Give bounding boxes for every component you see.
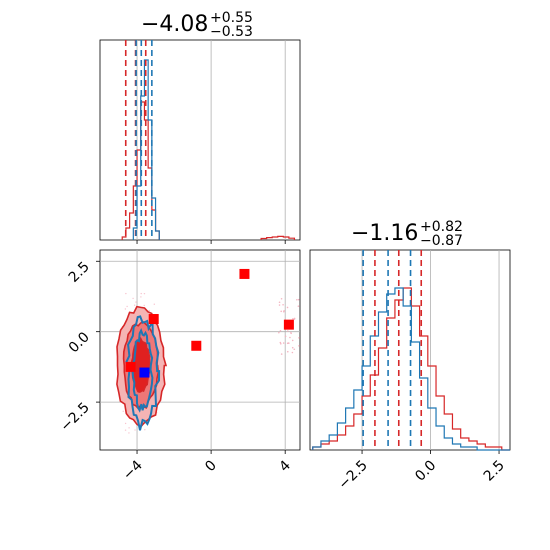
p21-sample-point <box>140 296 142 298</box>
p21-marker <box>125 361 136 372</box>
p21-sample-point <box>282 310 285 313</box>
p21-sample-point <box>122 410 124 413</box>
p21-xtick-label: 0 <box>202 458 220 476</box>
p21-sample-point <box>297 305 300 307</box>
p21-sample-point <box>293 318 296 320</box>
p2-xtick-label: 2.5 <box>481 458 508 485</box>
p21-sample-point <box>280 310 282 313</box>
p21-marker <box>283 319 294 330</box>
p21-sample-point <box>124 308 127 310</box>
panel-joint-distribution: −4 0 4 2.5 0.0 −2.5 <box>57 249 301 483</box>
p21-sample-point <box>293 348 296 351</box>
title-param-2-plus: +0.82 <box>420 219 463 235</box>
p21-sample-point <box>286 306 289 309</box>
p21-sample-point <box>298 345 300 347</box>
p21-ytick-label: −2.5 <box>57 400 92 435</box>
p21-sample-point <box>124 429 127 431</box>
p21-sample-point <box>143 292 146 295</box>
p2-hist-blue <box>312 287 510 451</box>
p21-sample-point <box>278 304 281 306</box>
p21-sample-point <box>284 335 287 338</box>
p21-sample-point <box>291 339 294 342</box>
p21-sample-point <box>286 350 289 353</box>
panel-param-1-histogram <box>99 39 301 244</box>
p21-sample-point <box>278 331 280 334</box>
panel-param-2-histogram: −2.5 0.0 2.5 <box>309 249 511 493</box>
p21-sample-point <box>298 337 300 339</box>
p21-sample-point <box>292 317 294 320</box>
p21-sample-point <box>128 427 130 429</box>
p2-xtick-label: −2.5 <box>336 458 371 493</box>
p21-sample-point <box>291 346 294 349</box>
p21-sample-point <box>280 353 283 355</box>
p21-sample-point <box>296 298 298 301</box>
p21-ytick-label: 0.0 <box>66 329 93 356</box>
p21-sample-point <box>297 298 300 301</box>
p21-sample-point <box>125 292 127 295</box>
p21-sample-point <box>126 305 128 308</box>
p21-sample-point <box>279 329 282 332</box>
p21-marker <box>148 314 159 325</box>
p21-sample-point <box>280 342 282 345</box>
p21-sample-point <box>278 301 281 304</box>
title-param-2-median: −1.16 <box>351 221 418 246</box>
p21-sample-point <box>282 303 284 306</box>
title-param-1-plus: +0.55 <box>210 10 253 26</box>
p21-sample-point <box>140 292 142 295</box>
p21-sample-point <box>132 297 134 300</box>
p2-hist-red <box>312 287 510 451</box>
p21-sample-point <box>282 342 285 344</box>
p21-sample-point <box>280 297 283 300</box>
p21-xtick-label: 4 <box>276 457 294 475</box>
panel-1-frame <box>99 39 301 241</box>
p21-marker <box>191 340 202 351</box>
p21-sample-point <box>133 304 136 306</box>
p21-sample-point <box>286 330 289 332</box>
p2-xtick-label: 0.0 <box>412 458 439 485</box>
p21-sample-point <box>148 309 150 312</box>
p21-sample-point <box>290 332 292 335</box>
p21-marker <box>239 268 250 279</box>
p21-xtick-label: −4 <box>120 457 146 483</box>
p1-hist-red-outlier <box>260 235 296 240</box>
p21-ytick-label: 2.5 <box>66 259 93 286</box>
p21-sample-point <box>135 301 137 303</box>
p21-sample-point <box>291 351 294 354</box>
title-param-2-minus: −0.87 <box>420 233 463 249</box>
p21-sample-point <box>128 432 130 434</box>
p21-sample-point <box>287 342 290 344</box>
p21-sample-point <box>143 304 145 307</box>
title-param-1-minus: −0.53 <box>210 24 253 40</box>
p21-sample-point <box>153 303 155 305</box>
title-param-1-median: −4.08 <box>141 12 208 37</box>
p21-sample-point <box>289 336 291 339</box>
p21-sample-point <box>124 422 127 425</box>
p21-marker <box>139 367 150 378</box>
p21-sample-point <box>144 429 146 431</box>
p21-sample-point <box>134 429 136 431</box>
